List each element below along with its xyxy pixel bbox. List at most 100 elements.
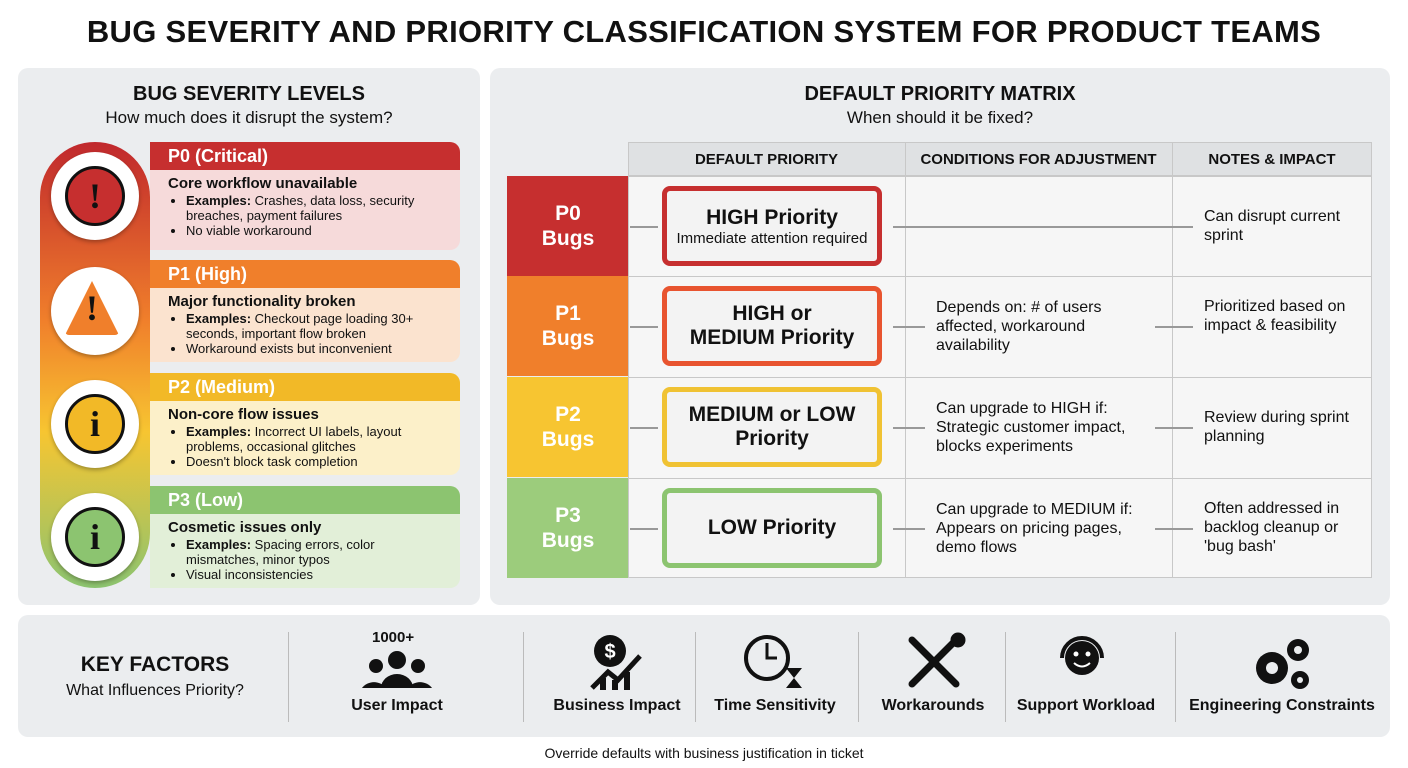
- level-label: P2 (Medium): [150, 373, 460, 401]
- tools-icon: [908, 632, 966, 688]
- level-body: Core workflow unavailableExamples: Crash…: [150, 170, 460, 238]
- notes: Often addressed in backlog cleanup or 'b…: [1204, 500, 1340, 555]
- level-card: P0 (Critical)Core workflow unavailableEx…: [150, 142, 460, 250]
- column-header: DEFAULT PRIORITY: [694, 151, 839, 168]
- business-icon: $: [590, 635, 642, 690]
- priority-box: MEDIUM or LOW Priority: [662, 387, 882, 467]
- row-label-cell: [507, 377, 628, 477]
- icon-text: 1000+: [372, 629, 415, 646]
- condition: Depends on: # of users affected, workaro…: [936, 299, 1102, 354]
- level-body: Cosmetic issues onlyExamples: Spacing er…: [150, 514, 460, 582]
- severity-title: BUG SEVERITY LEVELS: [133, 83, 365, 105]
- icon-glyph: i: [65, 507, 125, 567]
- level-icon: !: [51, 267, 139, 355]
- row-label: P0 Bugs: [541, 202, 595, 250]
- factor-label: Business Impact: [553, 697, 681, 714]
- level-body: Major functionality brokenExamples: Chec…: [150, 288, 460, 356]
- level-label: P3 (Low): [150, 486, 460, 514]
- matrix-title: DEFAULT PRIORITY MATRIX: [804, 83, 1076, 105]
- example-item: Examples: Crashes, data loss, security b…: [186, 193, 450, 223]
- level-icon: i: [51, 380, 139, 468]
- matrix-subtitle: When should it be fixed?: [846, 108, 1034, 127]
- level-heading: Core workflow unavailable: [168, 175, 358, 192]
- arrow: [1155, 427, 1193, 429]
- arrow: [630, 427, 658, 429]
- footer: Override defaults with business justific…: [544, 745, 864, 761]
- level-heading: Non-core flow issues: [168, 406, 319, 423]
- level-heading: Cosmetic issues only: [168, 519, 322, 536]
- row-label: P3 Bugs: [541, 504, 595, 552]
- note-item: Visual inconsistencies: [186, 567, 450, 582]
- column-line: [905, 142, 906, 578]
- time-icon: [744, 635, 802, 688]
- level-list: Examples: Incorrect UI labels, layout pr…: [168, 424, 450, 469]
- row-label: P2 Bugs: [541, 403, 595, 451]
- example-item: Examples: Spacing errors, color mismatch…: [186, 537, 450, 567]
- column-header: NOTES & IMPACT: [1208, 151, 1336, 168]
- priority: HIGH or MEDIUM Priority: [689, 302, 855, 349]
- severity-subtitle: How much does it disrupt the system?: [105, 108, 393, 127]
- level-body: Non-core flow issuesExamples: Incorrect …: [150, 401, 460, 469]
- priority-box: HIGH or MEDIUM Priority: [662, 286, 882, 366]
- factor-label: User Impact: [351, 697, 443, 714]
- examples-label: Examples:: [186, 193, 252, 208]
- note-item: Doesn't block task completion: [186, 454, 450, 469]
- level-list: Examples: Checkout page loading 30+ seco…: [168, 311, 450, 356]
- row-line: [628, 276, 1372, 277]
- level-icon: !: [51, 152, 139, 240]
- level-card: P2 (Medium)Non-core flow issuesExamples:…: [150, 373, 460, 475]
- examples-label: Examples:: [186, 311, 252, 326]
- example-item: Examples: Incorrect UI labels, layout pr…: [186, 424, 450, 454]
- factor-label: Support Workload: [1016, 697, 1156, 714]
- row-line: [628, 377, 1372, 378]
- factors-panel: [18, 615, 1390, 737]
- icon-glyph: !: [65, 281, 119, 335]
- arrow: [893, 226, 1193, 228]
- factor-label: Workarounds: [881, 697, 985, 714]
- factor-label: Engineering Constraints: [1189, 697, 1375, 714]
- notes: Prioritized based on impact & feasibilit…: [1204, 298, 1346, 334]
- level-card: P1 (High)Major functionality brokenExamp…: [150, 260, 460, 362]
- priority: HIGH Priority: [706, 205, 838, 229]
- matrix-header: [628, 142, 1372, 176]
- icon-glyph: i: [65, 394, 125, 454]
- examples: Spacing errors, color mismatches, minor …: [186, 537, 375, 567]
- divider: [858, 632, 859, 722]
- users-icon: [362, 651, 432, 688]
- priority-box: HIGH Priority Immediate attention require…: [662, 186, 882, 266]
- priority-box: LOW Priority: [662, 488, 882, 568]
- divider: [523, 632, 524, 722]
- arrow: [893, 528, 925, 530]
- factor-label: Time Sensitivity: [714, 697, 836, 714]
- arrow: [893, 326, 925, 328]
- priority: LOW Priority: [707, 516, 837, 539]
- arrow: [630, 326, 658, 328]
- note-item: Workaround exists but inconvenient: [186, 341, 450, 356]
- column-line: [1172, 142, 1173, 578]
- priority: MEDIUM or LOW Priority: [688, 403, 856, 450]
- condition: Can upgrade to HIGH if: Strategic custom…: [936, 400, 1126, 455]
- row-label-cell: [507, 276, 628, 376]
- note-item: No viable workaround: [186, 223, 450, 238]
- support-icon: [1060, 636, 1104, 675]
- examples: Checkout page loading 30+ seconds, impor…: [186, 311, 414, 341]
- arrow: [630, 226, 658, 228]
- divider: [1005, 632, 1006, 722]
- level-heading: Major functionality broken: [168, 293, 356, 310]
- arrow: [893, 427, 925, 429]
- row-label: P1 Bugs: [541, 302, 595, 350]
- level-list: Examples: Spacing errors, color mismatch…: [168, 537, 450, 582]
- notes: Review during sprint planning: [1204, 409, 1349, 445]
- row-label-cell: [507, 176, 628, 276]
- icon-glyph: !: [65, 166, 125, 226]
- divider: [1175, 632, 1176, 722]
- gears-icon: [1256, 639, 1309, 689]
- arrow: [1155, 528, 1193, 530]
- svg-text:$: $: [604, 641, 615, 663]
- divider: [695, 632, 696, 722]
- examples-label: Examples:: [186, 537, 252, 552]
- level-card: P3 (Low)Cosmetic issues onlyExamples: Sp…: [150, 486, 460, 588]
- condition: Can upgrade to MEDIUM if: Appears on pri…: [936, 501, 1133, 556]
- level-label: P1 (High): [150, 260, 460, 288]
